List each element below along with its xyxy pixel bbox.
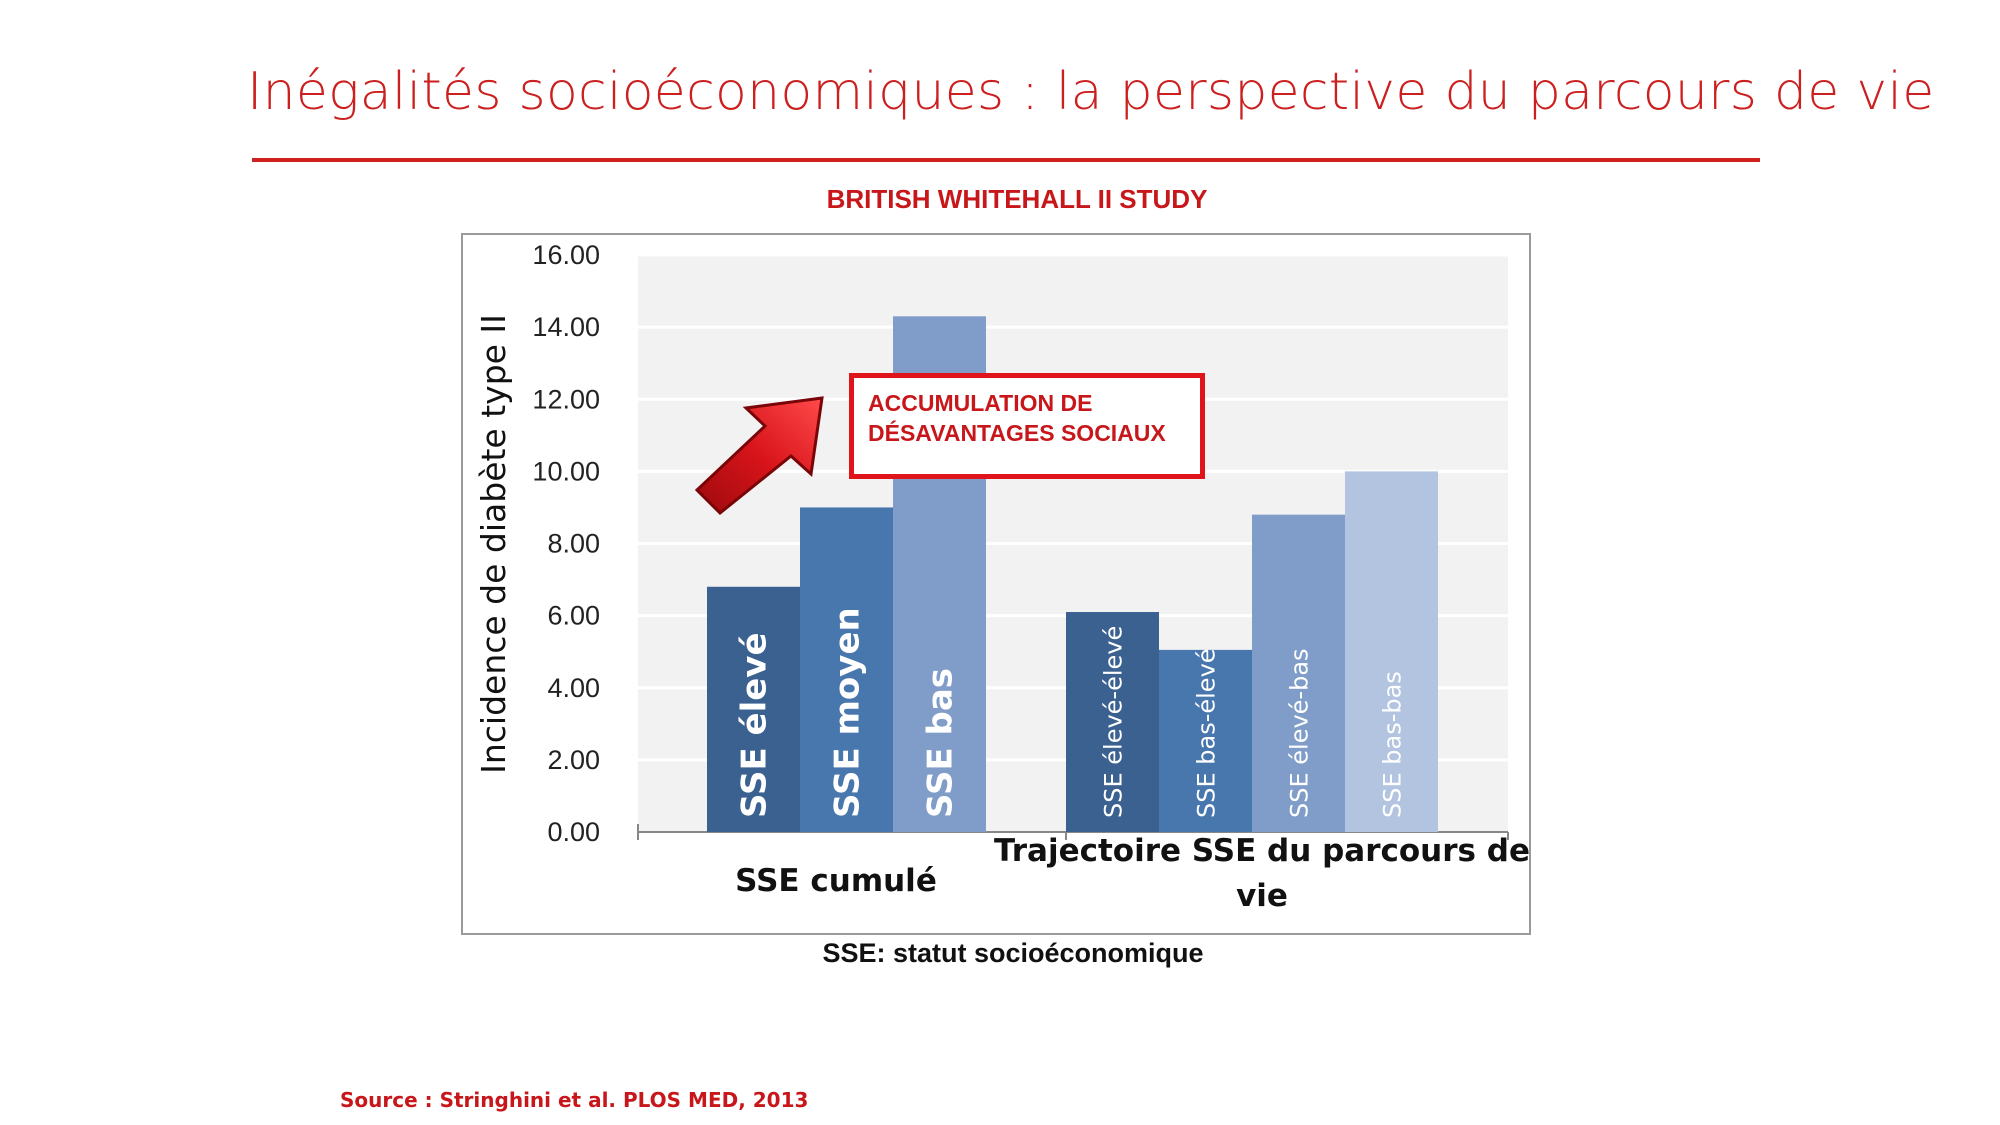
study-title: BRITISH WHITEHALL II STUDY: [826, 184, 1208, 214]
callout-line-2: DÉSAVANTAGES SOCIAUX: [868, 420, 1166, 446]
bar-label: SSE élevé-bas: [1286, 648, 1314, 818]
x-group-label: SSE cumulé: [735, 863, 937, 899]
callout-text: ACCUMULATION DE DÉSAVANTAGES SOCIAUX: [868, 388, 1166, 448]
bar-label: SSE élevé-élevé: [1100, 626, 1128, 818]
y-tick-label: 4.00: [547, 673, 600, 703]
y-tick-label: 10.00: [532, 456, 600, 486]
source-citation: Source : Stringhini et al. PLOS MED, 201…: [340, 1088, 809, 1112]
slide-title: Inégalités socioéconomiques : la perspec…: [247, 62, 1935, 122]
bar-label: SSE moyen: [828, 607, 868, 818]
y-tick-label: 2.00: [547, 745, 600, 775]
bar: [707, 586, 800, 832]
bar: [1159, 649, 1252, 832]
y-tick-label: 0.00: [547, 817, 600, 847]
chart-caption: SSE: statut socioéconomique: [822, 938, 1204, 968]
y-tick-label: 14.00: [532, 312, 600, 342]
bar: [800, 507, 893, 832]
bar: [1345, 471, 1438, 832]
y-tick-label: 8.00: [547, 529, 600, 559]
bar-label: SSE bas-élevé: [1193, 648, 1221, 818]
y-tick-label: 12.00: [532, 384, 600, 414]
x-group-label: Trajectoire SSE du parcours de: [994, 833, 1530, 869]
callout-box: ACCUMULATION DE DÉSAVANTAGES SOCIAUX: [849, 373, 1205, 479]
bar-label: SSE bas-bas: [1379, 671, 1407, 818]
x-group-label: vie: [1236, 878, 1288, 914]
bar-label: SSE élevé: [735, 632, 775, 818]
y-tick-label: 6.00: [547, 601, 600, 631]
title-divider: [252, 158, 1760, 162]
y-axis-label: Incidence de diabète type II: [474, 314, 513, 774]
callout-line-1: ACCUMULATION DE: [868, 390, 1093, 416]
y-tick-label: 16.00: [532, 240, 600, 270]
bar: [1066, 612, 1159, 832]
bar-label: SSE bas: [921, 668, 961, 818]
bar: [1252, 514, 1345, 832]
